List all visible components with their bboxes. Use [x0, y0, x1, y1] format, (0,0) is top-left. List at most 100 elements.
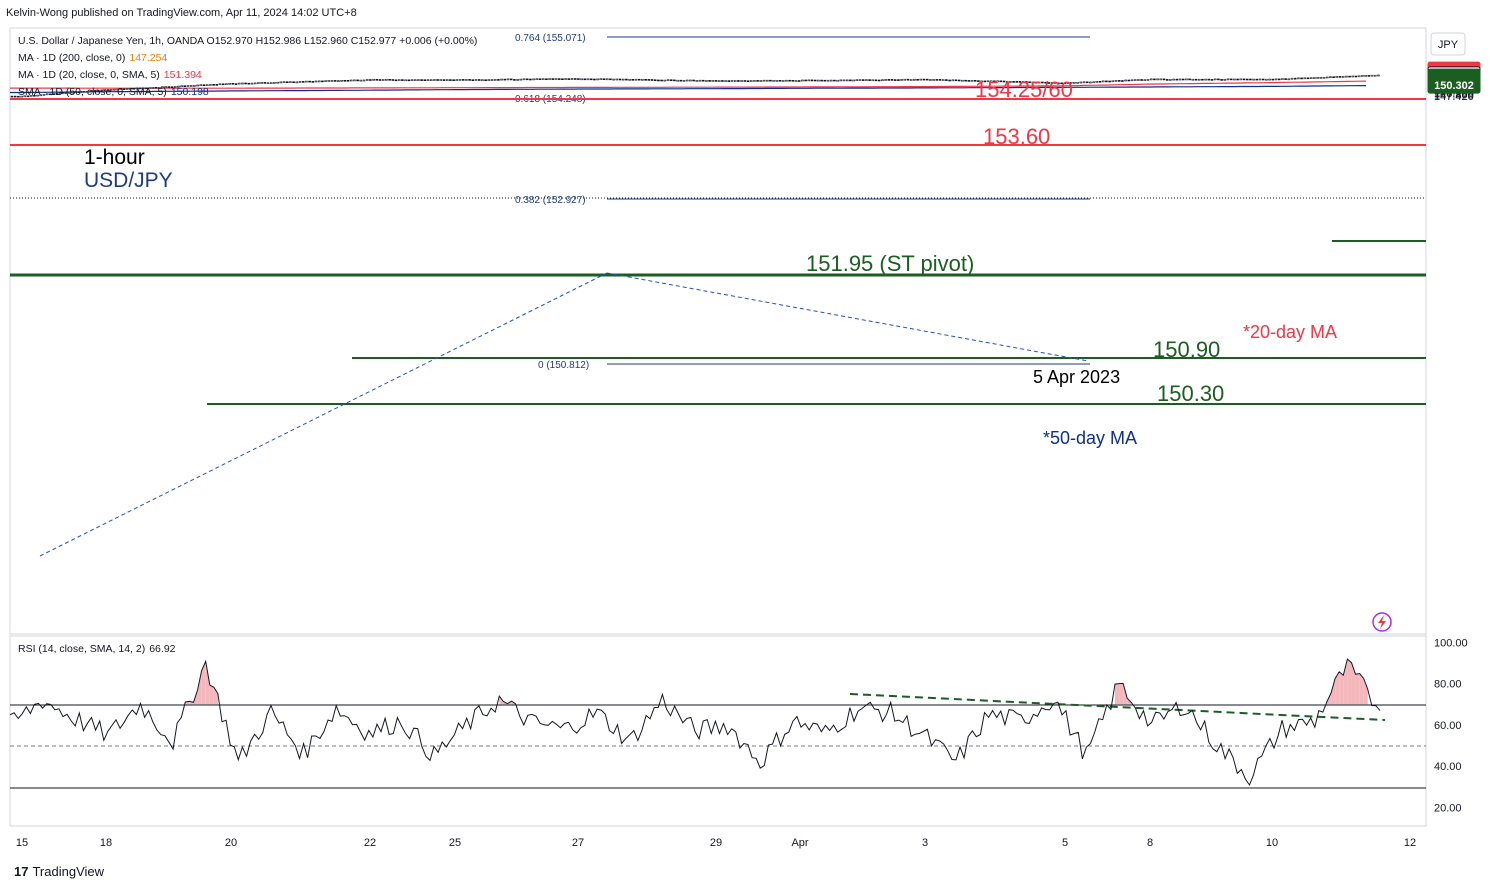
candle-body — [557, 78, 561, 80]
candle-body — [941, 79, 945, 81]
sma50-legend[interactable]: SMA · 1D (50, close, 0, SMA, 5) 150.198 — [18, 86, 209, 98]
candle-body — [641, 79, 644, 81]
candle-body — [23, 95, 27, 98]
candle-body — [1354, 75, 1358, 78]
candle-body — [525, 78, 529, 81]
candle-body — [829, 79, 833, 82]
horizontal-levels — [10, 98, 1426, 405]
candle-body — [68, 92, 71, 94]
candle-body — [353, 79, 356, 82]
candle-body — [13, 95, 17, 98]
candle-body — [573, 78, 577, 80]
candle-body — [474, 79, 478, 81]
candle-body — [164, 86, 167, 88]
candle-body — [836, 79, 839, 82]
rising-fib-trendline[interactable] — [39, 272, 608, 557]
candle-body — [797, 80, 801, 82]
candle-body — [631, 79, 635, 81]
candle-body — [519, 78, 523, 81]
ma20-legend[interactable]: MA · 1D (20, close, 0, SMA, 5) 151.394 — [18, 69, 202, 81]
candle-body — [1137, 79, 1140, 81]
ma20-line[interactable] — [10, 80, 1367, 89]
candle-body — [1063, 82, 1067, 85]
candle-body — [308, 80, 311, 83]
rsi-axis[interactable]: 100.00 80.00 60.00 40.00 20.00 — [1434, 638, 1468, 815]
rsi-ob-area — [201, 661, 206, 705]
ma200-legend[interactable]: MA · 1D (200, close, 0) 147.254 — [18, 52, 167, 64]
ma50-line[interactable] — [10, 85, 1366, 94]
candle-body — [647, 79, 651, 81]
candle-body — [1268, 78, 1271, 81]
candle-body — [145, 87, 148, 90]
candle-body — [1076, 82, 1079, 84]
rsi-line-group — [9, 658, 1381, 787]
candle-body — [420, 79, 423, 81]
rsi-legend[interactable]: RSI (14, close, SMA, 14, 2) 66.92 — [18, 643, 176, 655]
symbol-legend[interactable]: U.S. Dollar / Japanese Yen, 1h, OANDA O1… — [18, 35, 477, 47]
candle-body — [375, 79, 379, 81]
candle-body — [986, 80, 990, 83]
rsi-tick-label: 60.00 — [1434, 720, 1462, 732]
candle-body — [1057, 82, 1060, 85]
candle-body — [1290, 77, 1294, 80]
candle-body — [1162, 78, 1166, 81]
candle-body — [1249, 78, 1252, 81]
candle-body — [1060, 82, 1063, 85]
candle-body — [893, 79, 897, 81]
candle-body — [244, 82, 247, 85]
candle-body — [1085, 81, 1089, 84]
candle-body — [884, 79, 887, 81]
rsi-pane[interactable] — [9, 635, 1427, 827]
candle-body — [1207, 78, 1211, 81]
candle-body — [833, 79, 836, 82]
s1-label: 150.90 — [1153, 337, 1220, 362]
candle-body — [125, 88, 129, 90]
tradingview-footer[interactable]: 17 TradingView — [14, 864, 104, 879]
candle-body — [333, 80, 337, 82]
candle-body — [407, 79, 411, 82]
candle-body — [391, 79, 395, 81]
flash-icon[interactable] — [1372, 612, 1392, 632]
time-tick-label: 29 — [710, 837, 722, 849]
time-axis[interactable]: 15 18 20 22 25 27 29 Apr 3 5 8 10 12 — [16, 837, 1416, 849]
rsi-ob-area — [1351, 662, 1356, 705]
rsi-line[interactable] — [9, 658, 1381, 787]
candle-body — [695, 80, 699, 82]
candle-body — [401, 79, 404, 81]
price-pane[interactable] — [9, 27, 1427, 635]
candle-body — [778, 80, 782, 82]
currency-button[interactable] — [1430, 32, 1466, 56]
rsi-ob-area — [197, 670, 202, 705]
candle-body — [1226, 78, 1230, 81]
candle-body — [951, 79, 955, 82]
candle-body — [314, 80, 318, 83]
candle-body — [1079, 81, 1083, 84]
candle-body — [100, 89, 103, 92]
candle-body — [10, 95, 14, 98]
candle-body — [250, 82, 254, 85]
rsi-divergence-line[interactable] — [849, 693, 1386, 721]
candle-body — [97, 90, 100, 92]
candle-body — [1361, 75, 1364, 77]
candle-body — [1341, 76, 1345, 78]
falling-trendline[interactable] — [606, 272, 1089, 362]
candle-body — [65, 92, 68, 94]
candle-body — [657, 79, 660, 82]
candle-body — [1281, 78, 1284, 80]
candle-body — [1265, 78, 1268, 81]
candle-body — [839, 79, 843, 82]
candle-body — [823, 79, 827, 82]
candle-body — [858, 79, 862, 81]
candle-body — [481, 79, 484, 81]
candle-body — [663, 79, 667, 82]
candle-body — [1092, 81, 1095, 84]
candle-body — [1025, 81, 1028, 83]
candle-body — [1108, 80, 1111, 83]
r2-label: 154.25/60 — [975, 77, 1073, 102]
candle-body — [260, 82, 263, 84]
candle-body — [903, 78, 907, 81]
candle-body — [669, 79, 673, 81]
candle-body — [103, 89, 107, 91]
